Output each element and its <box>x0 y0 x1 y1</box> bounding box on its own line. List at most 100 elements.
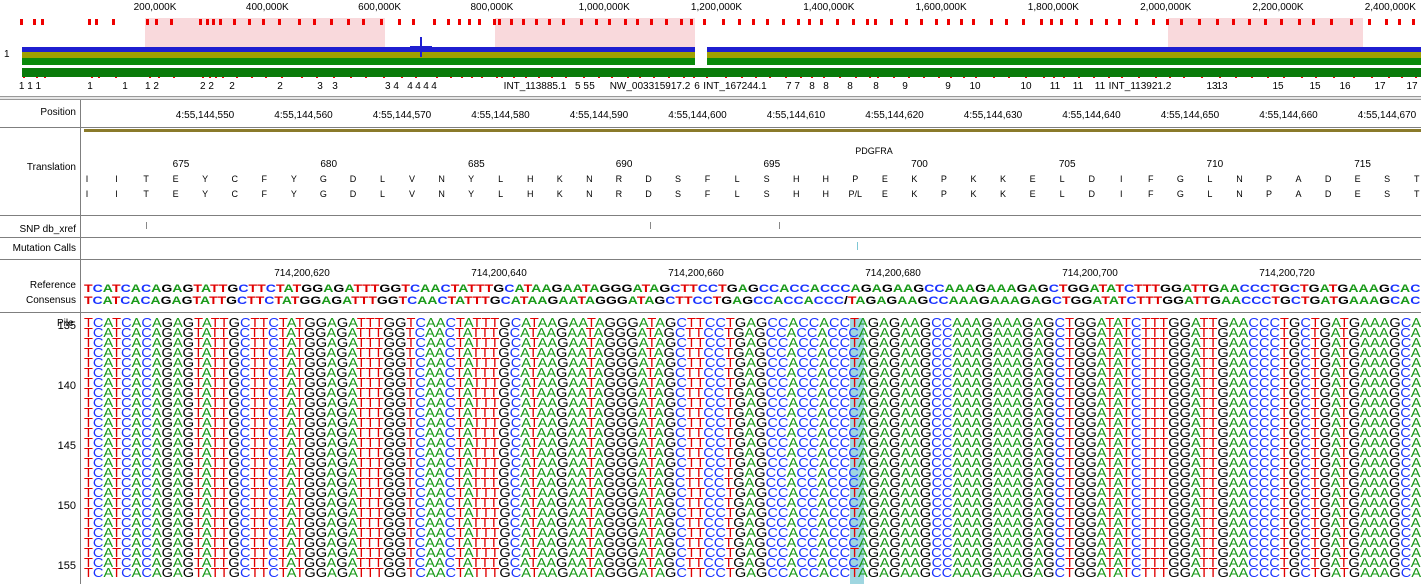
amino-acid[interactable]: L <box>1059 189 1065 199</box>
amino-acid[interactable]: K <box>911 174 918 184</box>
amino-acid[interactable]: D <box>645 174 652 184</box>
amino-acid[interactable]: H <box>792 189 800 199</box>
amino-acid[interactable]: T <box>143 174 149 184</box>
amino-acid[interactable]: E <box>1354 189 1361 199</box>
amino-acid[interactable]: H <box>527 189 534 199</box>
pileup-read[interactable]: TCATCACAGAGTATTGCTTCTATGGAGATTTGGTCAACTA… <box>84 325 1421 340</box>
pileup-read[interactable]: TCATCACAGAGTATTGCTTCTATGGAGATTTGGTCAACTA… <box>84 565 1421 580</box>
amino-acid[interactable]: A <box>1295 174 1302 184</box>
amino-acid[interactable]: L <box>1207 189 1213 199</box>
pileup-read[interactable]: TCATCACAGAGTATTGCTTCTATGGAGATTTGGTCAACTA… <box>84 555 1421 570</box>
amino-acid[interactable]: Y <box>202 174 209 184</box>
reference-sequence[interactable]: TCATCACAGAGTATTGCTTCTATGGAGATTTGGTCAACTA… <box>84 283 1421 295</box>
amino-acid[interactable]: D <box>349 174 357 184</box>
amino-acid[interactable]: H <box>822 189 830 199</box>
amino-acid[interactable]: G <box>1176 189 1184 199</box>
consensus-sequence[interactable]: TCATCACAGAGTATTGCTTCTATGGAGATTTGGTCAACTA… <box>84 295 1421 307</box>
amino-acid[interactable]: P <box>852 174 859 184</box>
pileup-read[interactable]: TCATCACAGAGTATTGCTTCTATGGAGATTTGGTCAACTA… <box>84 365 1421 380</box>
pileup-read[interactable]: TCATCACAGAGTATTGCTTCTATGGAGATTTGGTCAACTA… <box>84 475 1421 490</box>
amino-acid[interactable]: K <box>556 174 563 184</box>
amino-acid[interactable]: I <box>115 189 118 199</box>
amino-acid[interactable]: K <box>970 174 977 184</box>
amino-acid[interactable]: I <box>1119 174 1123 184</box>
overview-panel[interactable]: 1 200,000K 400,000K 600,000K 800,000K 1,000,… <box>0 0 1421 96</box>
amino-acid[interactable]: D <box>1324 174 1332 184</box>
amino-acid[interactable]: Y <box>468 174 475 184</box>
amino-acid[interactable]: N <box>1236 189 1243 199</box>
amino-acid[interactable]: N <box>586 174 593 184</box>
amino-acid[interactable]: C <box>231 189 239 199</box>
amino-acid[interactable]: L <box>498 189 504 199</box>
amino-acid[interactable]: A <box>1295 189 1302 199</box>
amino-acid[interactable]: S <box>674 189 682 199</box>
gene-name[interactable]: PDGFRA <box>855 146 893 156</box>
amino-acid[interactable]: N <box>1236 174 1243 184</box>
amino-acid[interactable]: I <box>1119 189 1123 199</box>
amino-acid[interactable]: Y <box>468 189 475 199</box>
pileup-read[interactable]: TCATCACAGAGTATTGCTTCTATGGAGATTTGGTCAACTA… <box>84 315 1421 330</box>
amino-acid[interactable]: H <box>822 174 830 184</box>
amino-acid[interactable]: I <box>85 174 89 184</box>
amino-acid[interactable]: L <box>498 174 504 184</box>
amino-acid[interactable]: S <box>763 189 770 199</box>
amino-acid[interactable]: F <box>1148 174 1154 184</box>
mutation-call-mark[interactable] <box>857 242 858 250</box>
amino-acid[interactable]: F <box>704 189 711 199</box>
pileup-read[interactable]: TCATCACAGAGTATTGCTTCTATGGAGATTTGGTCAACTA… <box>84 485 1421 500</box>
amino-acid[interactable]: L <box>734 189 740 199</box>
amino-acid[interactable]: L <box>1207 174 1213 184</box>
pileup-read[interactable]: TCATCACAGAGTATTGCTTCTATGGAGATTTGGTCAACTA… <box>84 445 1421 460</box>
amino-acid[interactable]: N <box>438 174 445 184</box>
amino-acid[interactable]: F <box>261 174 268 184</box>
amino-acid[interactable]: H <box>527 174 534 184</box>
amino-acid[interactable]: I <box>85 189 89 199</box>
amino-acid[interactable]: E <box>172 189 179 199</box>
amino-acid[interactable]: V <box>409 174 416 184</box>
pileup-read[interactable]: TCATCACAGAGTATTGCTTCTATGGAGATTTGGTCAACTA… <box>84 355 1421 370</box>
amino-acid[interactable]: F <box>261 189 268 199</box>
snp-mark[interactable] <box>146 222 147 229</box>
amino-acid[interactable]: S <box>1384 189 1391 199</box>
amino-acid[interactable]: P/L <box>848 189 863 199</box>
amino-acid[interactable]: H <box>792 174 800 184</box>
amino-acid[interactable]: K <box>911 189 918 199</box>
amino-acid[interactable]: P <box>940 174 947 184</box>
pileup-read[interactable]: TCATCACAGAGTATTGCTTCTATGGAGATTTGGTCAACTA… <box>84 405 1421 420</box>
pileup-read[interactable]: TCATCACAGAGTATTGCTTCTATGGAGATTTGGTCAACTA… <box>84 505 1421 520</box>
amino-acid[interactable]: R <box>615 174 623 184</box>
pileup-read[interactable]: TCATCACAGAGTATTGCTTCTATGGAGATTTGGTCAACTA… <box>84 495 1421 510</box>
amino-acid[interactable]: S <box>763 174 770 184</box>
amino-acid[interactable]: D <box>349 189 357 199</box>
amino-acid[interactable]: K <box>1000 174 1007 184</box>
pileup-read[interactable]: TCATCACAGAGTATTGCTTCTATGGAGATTTGGTCAACTA… <box>84 375 1421 390</box>
amino-acid[interactable]: Y <box>202 189 209 199</box>
amino-acid[interactable]: G <box>1176 174 1184 184</box>
pileup-read[interactable]: TCATCACAGAGTATTGCTTCTATGGAGATTTGGTCAACTA… <box>84 525 1421 540</box>
pileup-read[interactable]: TCATCACAGAGTATTGCTTCTATGGAGATTTGGTCAACTA… <box>84 545 1421 560</box>
amino-acid[interactable]: G <box>319 189 327 199</box>
amino-acid[interactable]: F <box>704 174 711 184</box>
amino-acid[interactable]: L <box>379 189 386 199</box>
amino-acid[interactable]: P <box>940 189 947 199</box>
amino-acid[interactable]: E <box>881 174 888 184</box>
amino-acid[interactable]: D <box>1324 189 1332 199</box>
amino-acid[interactable]: I <box>115 174 118 184</box>
amino-acid[interactable]: F <box>1148 189 1154 199</box>
amino-acid[interactable]: C <box>231 174 239 184</box>
amino-acid[interactable]: D <box>645 189 652 199</box>
pileup-read[interactable]: TCATCACAGAGTATTGCTTCTATGGAGATTTGGTCAACTA… <box>84 455 1421 470</box>
pileup-read[interactable]: TCATCACAGAGTATTGCTTCTATGGAGATTTGGTCAACTA… <box>84 395 1421 410</box>
pileup-read[interactable]: TCATCACAGAGTATTGCTTCTATGGAGATTTGGTCAACTA… <box>84 465 1421 480</box>
amino-acid[interactable]: E <box>1354 174 1361 184</box>
amino-acid[interactable]: N <box>586 189 593 199</box>
amino-acid[interactable]: T <box>143 189 149 199</box>
amino-acid[interactable]: Y <box>290 174 297 184</box>
amino-acid[interactable]: L <box>1059 174 1065 184</box>
amino-acid[interactable]: K <box>970 189 977 199</box>
amino-acid[interactable]: L <box>379 174 386 184</box>
amino-acid[interactable]: L <box>734 174 740 184</box>
amino-acid[interactable]: Y <box>290 189 297 199</box>
amino-acid[interactable]: V <box>409 189 416 199</box>
amino-acid[interactable]: S <box>674 174 682 184</box>
